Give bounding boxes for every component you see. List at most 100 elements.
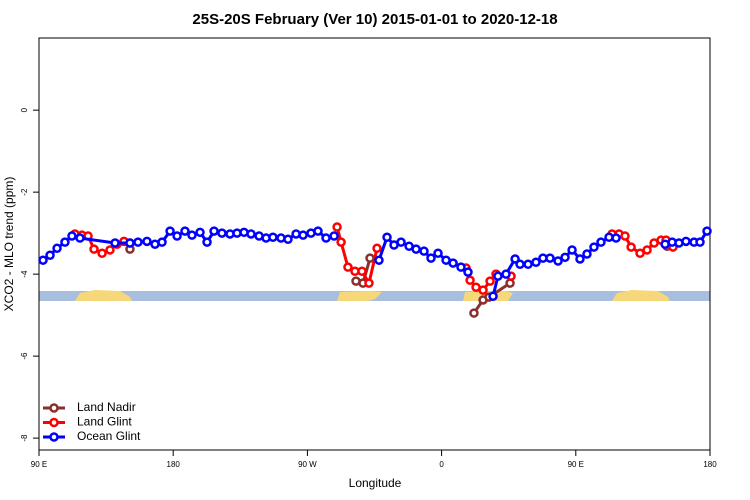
data-point xyxy=(75,233,85,243)
data-point xyxy=(702,226,712,236)
data-point xyxy=(493,271,503,281)
data-point xyxy=(620,231,630,241)
data-point xyxy=(283,234,293,245)
x-tick-label: 90 W xyxy=(298,460,317,469)
legend-marker xyxy=(49,417,59,428)
data-point xyxy=(332,222,342,232)
data-point xyxy=(463,267,473,277)
data-point xyxy=(60,237,70,247)
legend-marker xyxy=(49,403,59,413)
data-point xyxy=(433,248,443,258)
data-point xyxy=(38,255,48,265)
data-point xyxy=(374,255,384,265)
data-point xyxy=(268,232,278,242)
data-point xyxy=(523,259,533,270)
data-point xyxy=(125,238,135,248)
data-point xyxy=(501,269,511,279)
data-point xyxy=(343,262,353,272)
data-point xyxy=(531,257,541,267)
data-point xyxy=(553,256,563,266)
plot-frame xyxy=(38,37,711,451)
land-shape xyxy=(612,290,670,301)
data-point xyxy=(419,246,429,256)
data-point xyxy=(448,258,458,268)
data-point xyxy=(52,243,62,254)
data-point xyxy=(396,237,406,247)
data-point xyxy=(142,236,152,247)
data-point xyxy=(67,231,77,241)
x-tick-label: 180 xyxy=(167,460,181,469)
data-point xyxy=(195,227,205,238)
data-point xyxy=(365,253,375,263)
data-point xyxy=(411,244,421,254)
data-point xyxy=(89,244,99,254)
data-point xyxy=(357,266,367,277)
data-point xyxy=(217,228,227,238)
data-point xyxy=(298,230,308,240)
legend-label: Land Glint xyxy=(77,415,132,429)
data-point xyxy=(695,237,705,247)
data-point xyxy=(97,248,107,258)
data-point xyxy=(321,233,331,243)
land-band xyxy=(39,290,710,301)
data-point xyxy=(426,253,436,263)
land-shape xyxy=(75,290,132,301)
data-point xyxy=(313,226,323,236)
x-axis-label: Longitude xyxy=(349,476,402,490)
data-point xyxy=(45,250,55,261)
data-point xyxy=(488,291,498,302)
data-point xyxy=(596,237,606,247)
x-tick-label: 90 E xyxy=(31,460,47,469)
data-point xyxy=(372,243,382,254)
y-tick-label: -6 xyxy=(20,352,29,360)
data-point xyxy=(642,245,652,255)
data-point xyxy=(635,248,645,258)
data-point xyxy=(567,245,577,255)
chart-title: 25S-20S February (Ver 10) 2015-01-01 to … xyxy=(192,11,557,28)
data-point xyxy=(560,252,570,263)
data-point xyxy=(469,308,479,318)
land-shape xyxy=(337,291,382,301)
y-axis-label: XCO2 - MLO trend (ppm) xyxy=(2,177,16,312)
y-tick-label: -4 xyxy=(20,270,29,278)
data-point xyxy=(246,229,256,239)
data-point xyxy=(172,231,182,241)
data-point xyxy=(110,238,120,248)
data-point xyxy=(187,230,197,240)
data-point xyxy=(180,226,190,236)
x-tick-label: 90 E xyxy=(568,460,584,469)
x-tick-label: 0 xyxy=(439,460,444,469)
data-point xyxy=(364,278,374,288)
data-point xyxy=(626,242,636,252)
data-point xyxy=(133,237,143,247)
data-point xyxy=(485,276,495,286)
data-point xyxy=(575,254,585,264)
data-point xyxy=(515,259,525,270)
data-point xyxy=(478,285,488,295)
data-point xyxy=(382,232,392,242)
data-point xyxy=(157,237,167,247)
data-point xyxy=(545,253,555,263)
data-point xyxy=(681,236,691,247)
data-point xyxy=(456,262,466,272)
data-point xyxy=(465,275,475,286)
data-point xyxy=(329,231,339,241)
data-point xyxy=(336,237,346,247)
y-tick-label: -8 xyxy=(20,434,29,442)
y-tick-label: 0 xyxy=(20,107,29,112)
x-tick-label: 180 xyxy=(703,460,717,469)
data-point xyxy=(105,245,115,255)
data-point xyxy=(165,226,175,236)
data-point xyxy=(582,249,592,259)
legend-label: Land Nadir xyxy=(77,400,136,414)
data-point xyxy=(202,237,212,247)
y-tick-label: -2 xyxy=(20,188,29,196)
legend-label: Ocean Glint xyxy=(77,429,141,443)
data-point xyxy=(589,242,599,252)
legend-marker xyxy=(49,432,59,442)
data-point xyxy=(611,233,621,243)
data-point xyxy=(510,254,520,264)
